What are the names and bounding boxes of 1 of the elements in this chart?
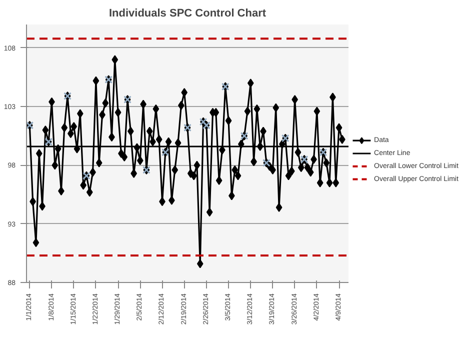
chart-title: Individuals SPC Control Chart [108,8,266,20]
